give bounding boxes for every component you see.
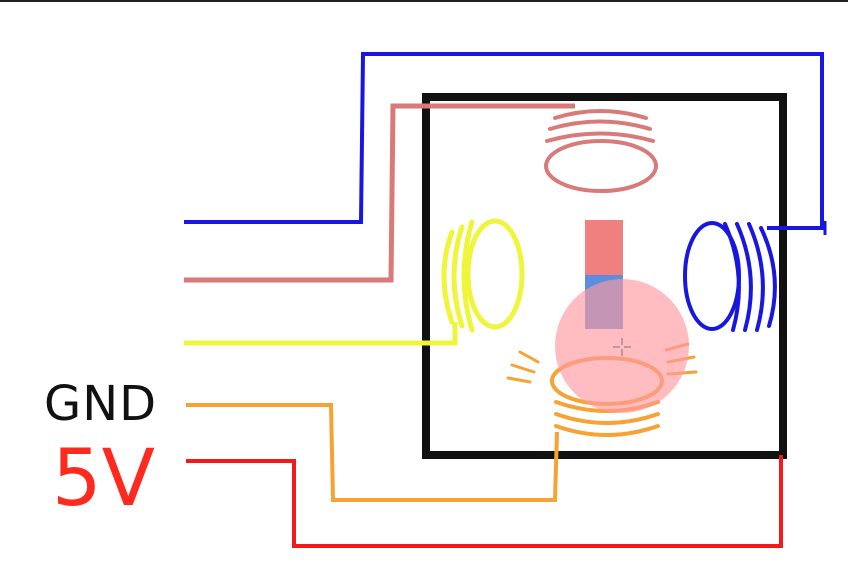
motor-housing (422, 93, 787, 459)
right-coil (683, 221, 777, 332)
yellow-wire (184, 322, 458, 346)
orange-wire (186, 403, 559, 502)
top-coil (544, 109, 658, 193)
pink-wire (184, 103, 575, 283)
red-wire (186, 455, 783, 548)
gnd-label: GND (44, 376, 158, 432)
magnet-north (585, 220, 623, 277)
5v-label: 5V (52, 434, 155, 524)
crosshair-cursor-icon (613, 338, 631, 356)
rotor-magnet (555, 220, 689, 413)
rotor-highlight (555, 279, 689, 413)
blue-wire (184, 52, 824, 230)
left-coil (441, 218, 525, 333)
